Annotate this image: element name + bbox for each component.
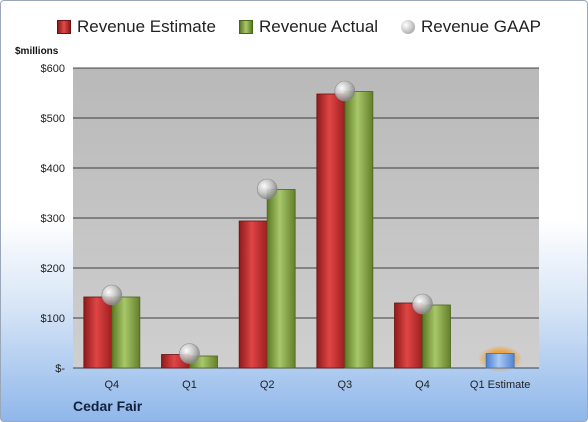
legend-label-gaap: Revenue GAAP	[421, 17, 542, 36]
revenue-estimate-bar	[83, 296, 113, 369]
y-unit-label: $millions	[15, 46, 59, 57]
revenue-actual-bar	[344, 91, 374, 369]
legend-swatch-gaap	[401, 20, 415, 34]
x-tick-label: Q3	[337, 379, 352, 391]
company-name: Cedar Fair	[73, 398, 143, 414]
revenue-actual-bar	[422, 304, 451, 369]
revenue-estimate-bar	[316, 93, 346, 369]
revenue-actual-bar	[111, 296, 141, 369]
x-tick-label: Q2	[260, 379, 275, 391]
revenue-actual-bar	[266, 189, 296, 369]
legend-item-gaap: Revenue GAAP	[401, 17, 541, 37]
legend: Revenue Estimate Revenue Actual Revenue …	[1, 17, 587, 41]
revenue-gaap-marker	[256, 178, 278, 200]
x-tick-label: Q1	[182, 379, 197, 391]
revenue-gaap-marker	[101, 284, 123, 306]
legend-label-actual: Revenue Actual	[259, 17, 379, 36]
x-tick-label: Q4	[104, 379, 119, 391]
legend-swatch-actual	[239, 20, 253, 34]
y-tick-label: $500	[41, 113, 65, 125]
y-tick-label: $-	[55, 363, 65, 375]
forecast-estimate-bar	[485, 353, 515, 369]
y-tick-label: $600	[41, 63, 65, 75]
y-tick-label: $300	[41, 213, 65, 225]
revenue-estimate-bar	[238, 220, 268, 369]
x-tick-label: Q4	[415, 379, 430, 391]
legend-item-estimate: Revenue Estimate	[57, 17, 216, 37]
y-tick-label: $400	[41, 163, 65, 175]
legend-item-actual: Revenue Actual	[239, 17, 378, 37]
y-tick-label: $200	[41, 263, 65, 275]
legend-swatch-estimate	[57, 20, 71, 34]
revenue-gaap-marker	[179, 343, 200, 364]
x-tick-label: Q1 Estimate	[470, 379, 531, 391]
y-tick-label: $100	[41, 313, 65, 325]
legend-label-estimate: Revenue Estimate	[77, 17, 216, 36]
revenue-gaap-marker	[412, 293, 433, 315]
revenue-gaap-marker	[334, 80, 356, 102]
